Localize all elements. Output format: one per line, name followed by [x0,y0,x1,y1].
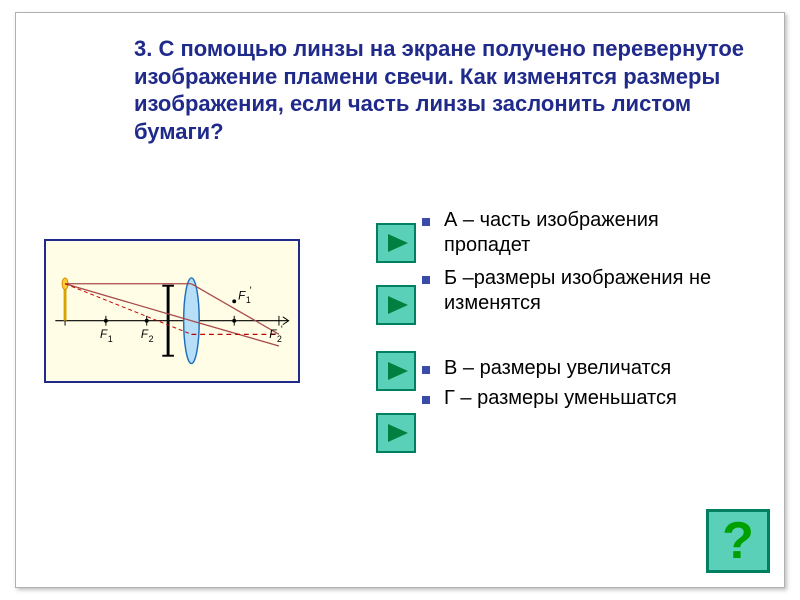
bullet-icon [422,276,430,284]
play-icon [388,296,408,314]
answer-row: Г – размеры уменьшатся [422,386,744,411]
svg-text:1: 1 [246,295,251,305]
svg-text:2: 2 [149,334,154,344]
answer-text-v: В – размеры увеличатся [444,356,744,381]
answer-button-a[interactable] [376,223,416,263]
answer-button-g[interactable] [376,413,416,453]
answer-button-b[interactable] [376,285,416,325]
question-mark-icon: ? [722,511,754,571]
play-icon [388,234,408,252]
svg-text:': ' [281,324,283,335]
lens-diagram: F 1 F 2 F 1 ' F 2 ' [44,239,300,383]
answer-text-b: Б –размеры изображения не изменятся [444,266,744,316]
answer-text-a: А – часть изображения пропадет [444,208,744,258]
bullet-icon [422,396,430,404]
svg-text:F: F [100,328,108,341]
slide-frame: 3. С помощью линзы на экране получено пе… [15,12,785,588]
svg-text:F: F [141,328,149,341]
svg-text:F: F [269,328,277,341]
svg-text:F: F [238,289,246,302]
answer-button-v[interactable] [376,351,416,391]
lens-diagram-svg: F 1 F 2 F 1 ' F 2 ' [46,241,298,381]
svg-text:': ' [250,286,252,297]
bullet-icon [422,366,430,374]
question-title: 3. С помощью линзы на экране получено пе… [134,35,754,145]
play-icon [388,362,408,380]
svg-text:2: 2 [277,334,282,344]
svg-text:1: 1 [108,334,113,344]
answer-row: В – размеры увеличатся [422,356,744,381]
play-icon [388,424,408,442]
answer-row: А – часть изображения пропадет [422,208,744,258]
answer-text-g: Г – размеры уменьшатся [444,386,744,411]
answer-row: Б –размеры изображения не изменятся [422,266,744,316]
hint-button[interactable]: ? [706,509,770,573]
bullet-icon [422,218,430,226]
